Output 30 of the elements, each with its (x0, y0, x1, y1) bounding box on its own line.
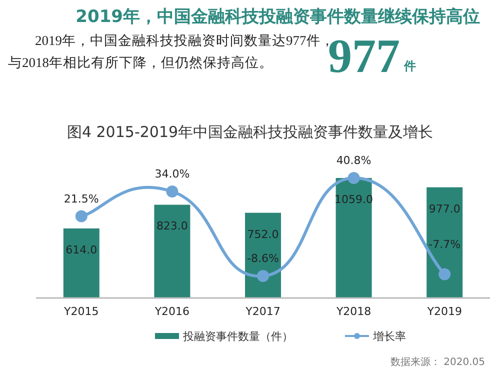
data-label: 34.0% (154, 167, 190, 180)
bar (336, 178, 372, 298)
x-tick-label: Y2016 (154, 305, 190, 318)
bar (245, 212, 281, 298)
legend-label: 投融资事件数量（件） (182, 330, 293, 343)
text: 件 (403, 59, 416, 73)
bar (154, 204, 190, 298)
data-label: -8.6% (247, 252, 279, 265)
data-label: 614.0 (66, 243, 98, 256)
x-tick-label: Y2015 (63, 305, 99, 318)
bar (63, 228, 100, 298)
legend-label: 增长率 (372, 330, 406, 343)
point (438, 268, 451, 280)
x-tick-label: Y2019 (426, 305, 462, 318)
bar (426, 187, 463, 298)
point (75, 210, 88, 222)
data-label: -7.7% (428, 238, 461, 252)
source-note: 数据来源： 2020.05 (390, 356, 485, 368)
x-tick-label: Y2018 (335, 305, 372, 318)
point (348, 172, 360, 184)
point (166, 185, 178, 198)
data-label: 977.0 (428, 202, 460, 216)
data-label: 40.8% (336, 154, 372, 167)
data-label: 21.5% (64, 192, 99, 206)
point (257, 270, 269, 282)
data-label: 752.0 (247, 228, 279, 241)
x-tick-label: Y2017 (244, 305, 280, 318)
chart-title: 2019年，中国金融科技投融资事件数量继续保持高位 (76, 7, 480, 27)
data-label: 823.0 (156, 220, 188, 233)
caption: 图4 2015-2019年中国金融科技投融资事件数量及增长 (66, 123, 434, 141)
